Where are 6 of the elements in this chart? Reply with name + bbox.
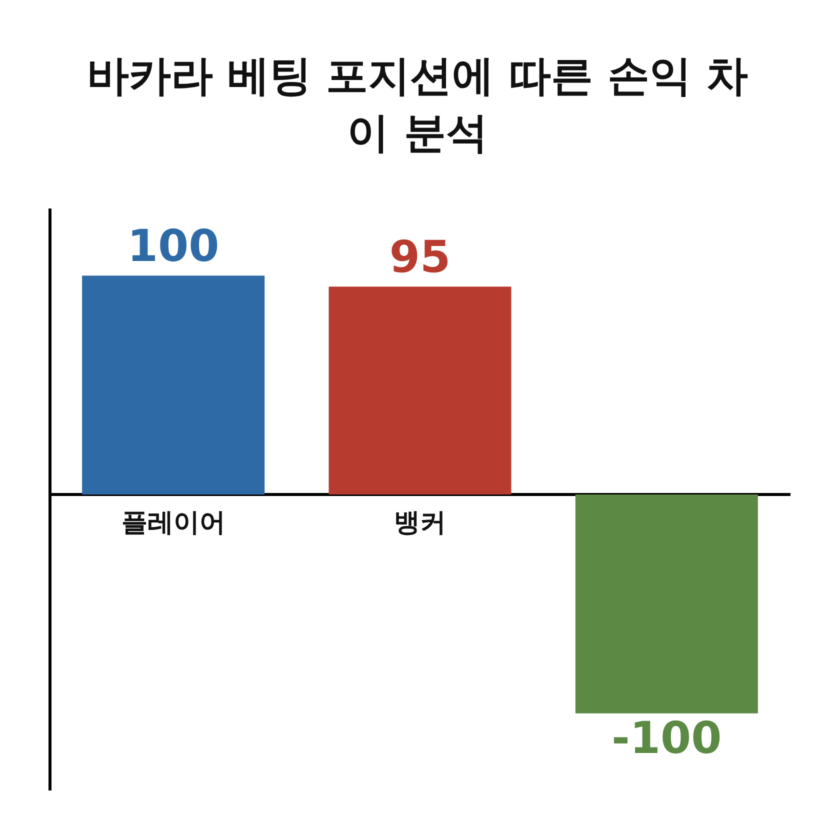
data-label: 95 xyxy=(389,232,451,284)
x-tick-label: 플레이어 xyxy=(121,508,226,538)
chart-title: 바카라 베팅 포지션에 따른 손익 차이 분석 xyxy=(86,50,750,159)
x-tick-label: 뱅커 xyxy=(394,508,446,538)
data-label: 100 xyxy=(127,221,220,272)
data-label: -100 xyxy=(612,712,722,764)
